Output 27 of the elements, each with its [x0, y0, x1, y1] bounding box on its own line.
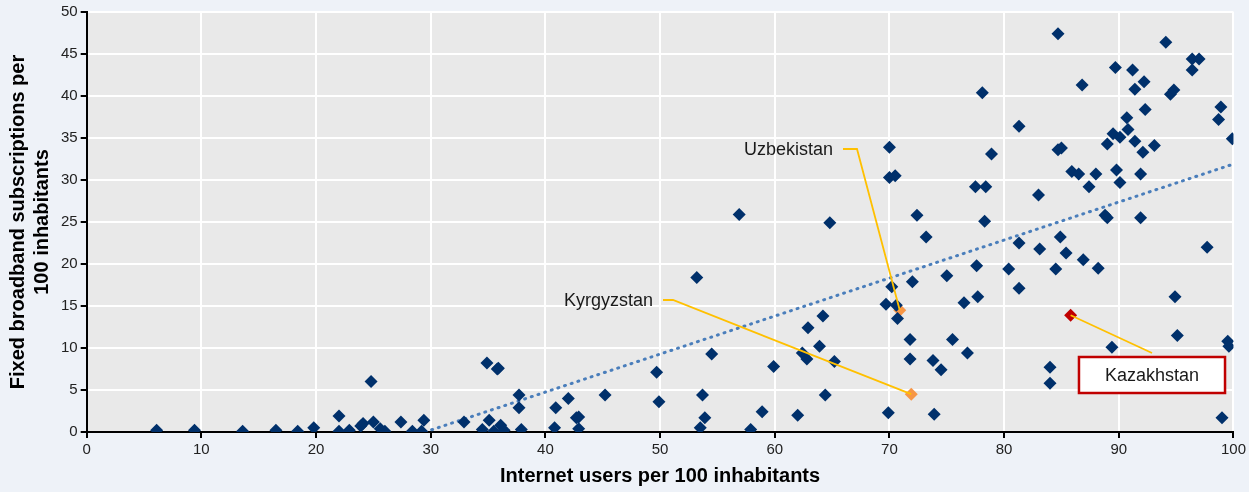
- x-tick-label: 10: [193, 440, 210, 458]
- y-tick-label: 20: [61, 254, 78, 272]
- x-tick-label: 30: [422, 440, 440, 458]
- y-tick-label: 35: [61, 128, 78, 146]
- x-tick-label: 50: [651, 440, 669, 458]
- y-axis-title: Fixed broadband subscriptions per 100 inhabitants: [5, 54, 52, 390]
- x-tick-label: 0: [82, 440, 91, 458]
- x-tick-label: 70: [881, 440, 898, 458]
- y-tick-label: 10: [61, 338, 78, 356]
- x-axis-title: Internet users per 100 inhabitants: [500, 463, 821, 486]
- y-tick-label: 0: [69, 422, 78, 440]
- y-tick-label: 5: [69, 380, 78, 398]
- x-tick-label: 20: [307, 440, 325, 458]
- y-tick-label: 30: [61, 170, 78, 188]
- y-tick-label: 25: [61, 212, 78, 230]
- x-tick-label: 90: [1110, 440, 1128, 458]
- y-tick-label: 40: [61, 86, 78, 104]
- x-tick-label: 100: [1220, 440, 1246, 458]
- x-tick-label: 80: [995, 440, 1013, 458]
- y-tick-label: 15: [61, 296, 78, 314]
- text: Kyrgyzstan: [563, 289, 653, 310]
- text: Kazakhstan: [1104, 364, 1200, 385]
- x-tick-label: 60: [766, 440, 784, 458]
- text: Uzbekistan: [743, 138, 833, 159]
- x-tick-label: 40: [537, 440, 554, 458]
- y-tick-label: 50: [61, 2, 78, 20]
- y-tick-label: 45: [61, 44, 78, 62]
